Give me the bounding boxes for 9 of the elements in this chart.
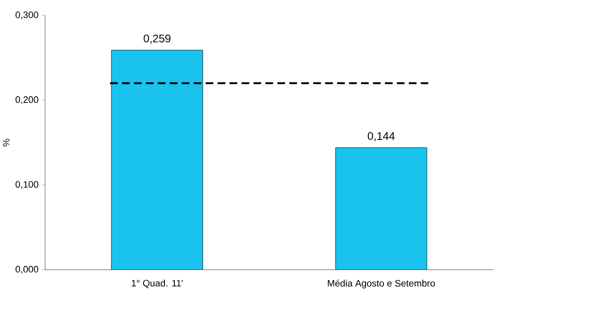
data-label: 0,259: [144, 34, 170, 44]
y-tick-label: 0,200: [16, 96, 38, 104]
y-axis-title: %: [2, 138, 10, 147]
y-tick-label: 0,100: [16, 181, 38, 190]
y-tick-label: 0,000: [16, 266, 38, 274]
data-label: 0,144: [368, 132, 395, 142]
x-tick-label: 1° Quad. 11': [132, 280, 183, 288]
x-tick-label: Média Agosto e Setembro: [328, 280, 435, 289]
y-tick-label: 0,300: [16, 12, 38, 20]
